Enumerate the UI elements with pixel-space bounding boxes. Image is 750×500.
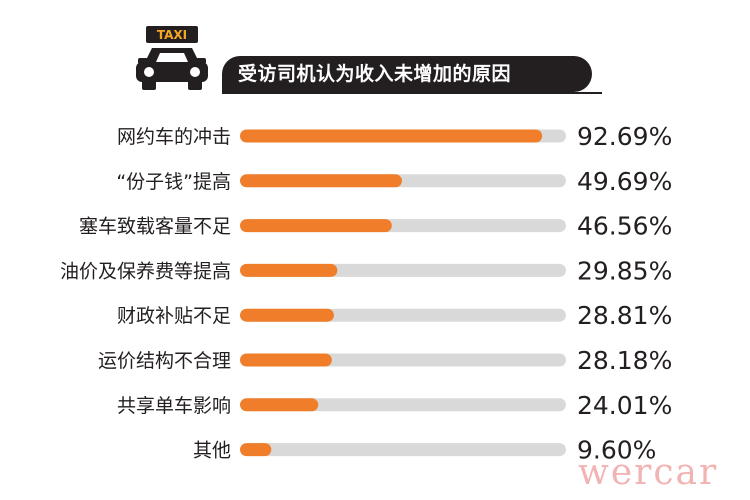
- title-banner: [222, 56, 592, 92]
- bar: [240, 353, 332, 367]
- bar: [240, 398, 319, 412]
- value-label: 28.81%: [577, 301, 672, 330]
- value-label: 92.69%: [577, 122, 672, 151]
- bar-track: [246, 443, 566, 457]
- taxi-icon: TAXI: [136, 26, 208, 90]
- chart-header: TAXI 受访司机认为收入未增加的原因: [0, 0, 750, 100]
- title-underline: [222, 92, 602, 94]
- bar: [240, 308, 334, 322]
- value-label: 46.56%: [577, 212, 672, 241]
- category-label: 运价结构不合理: [98, 350, 231, 372]
- bar: [240, 129, 543, 143]
- bar: [240, 443, 272, 457]
- chart-title: 受访司机认为收入未增加的原因: [238, 63, 512, 85]
- category-label: 网约车的冲击: [117, 126, 231, 148]
- value-label: 28.18%: [577, 346, 672, 375]
- bar-track: [246, 398, 566, 412]
- bar: [240, 263, 338, 277]
- watermark: wercar: [578, 452, 719, 493]
- bar: [240, 174, 402, 188]
- category-label: 财政补贴不足: [117, 305, 231, 327]
- category-label: 油价及保养费等提高: [60, 260, 231, 282]
- category-label: “份子钱”提高: [116, 171, 231, 193]
- value-label: 49.69%: [577, 167, 672, 196]
- category-label: 塞车致载客量不足: [79, 216, 231, 238]
- value-label: 29.85%: [577, 256, 672, 285]
- bar: [240, 219, 392, 233]
- value-label: 9.60%: [577, 436, 656, 465]
- category-label: 其他: [193, 440, 231, 462]
- taxi-sign-text: TAXI: [157, 28, 187, 42]
- category-label: 共享单车影响: [117, 395, 231, 417]
- value-label: 24.01%: [577, 391, 672, 420]
